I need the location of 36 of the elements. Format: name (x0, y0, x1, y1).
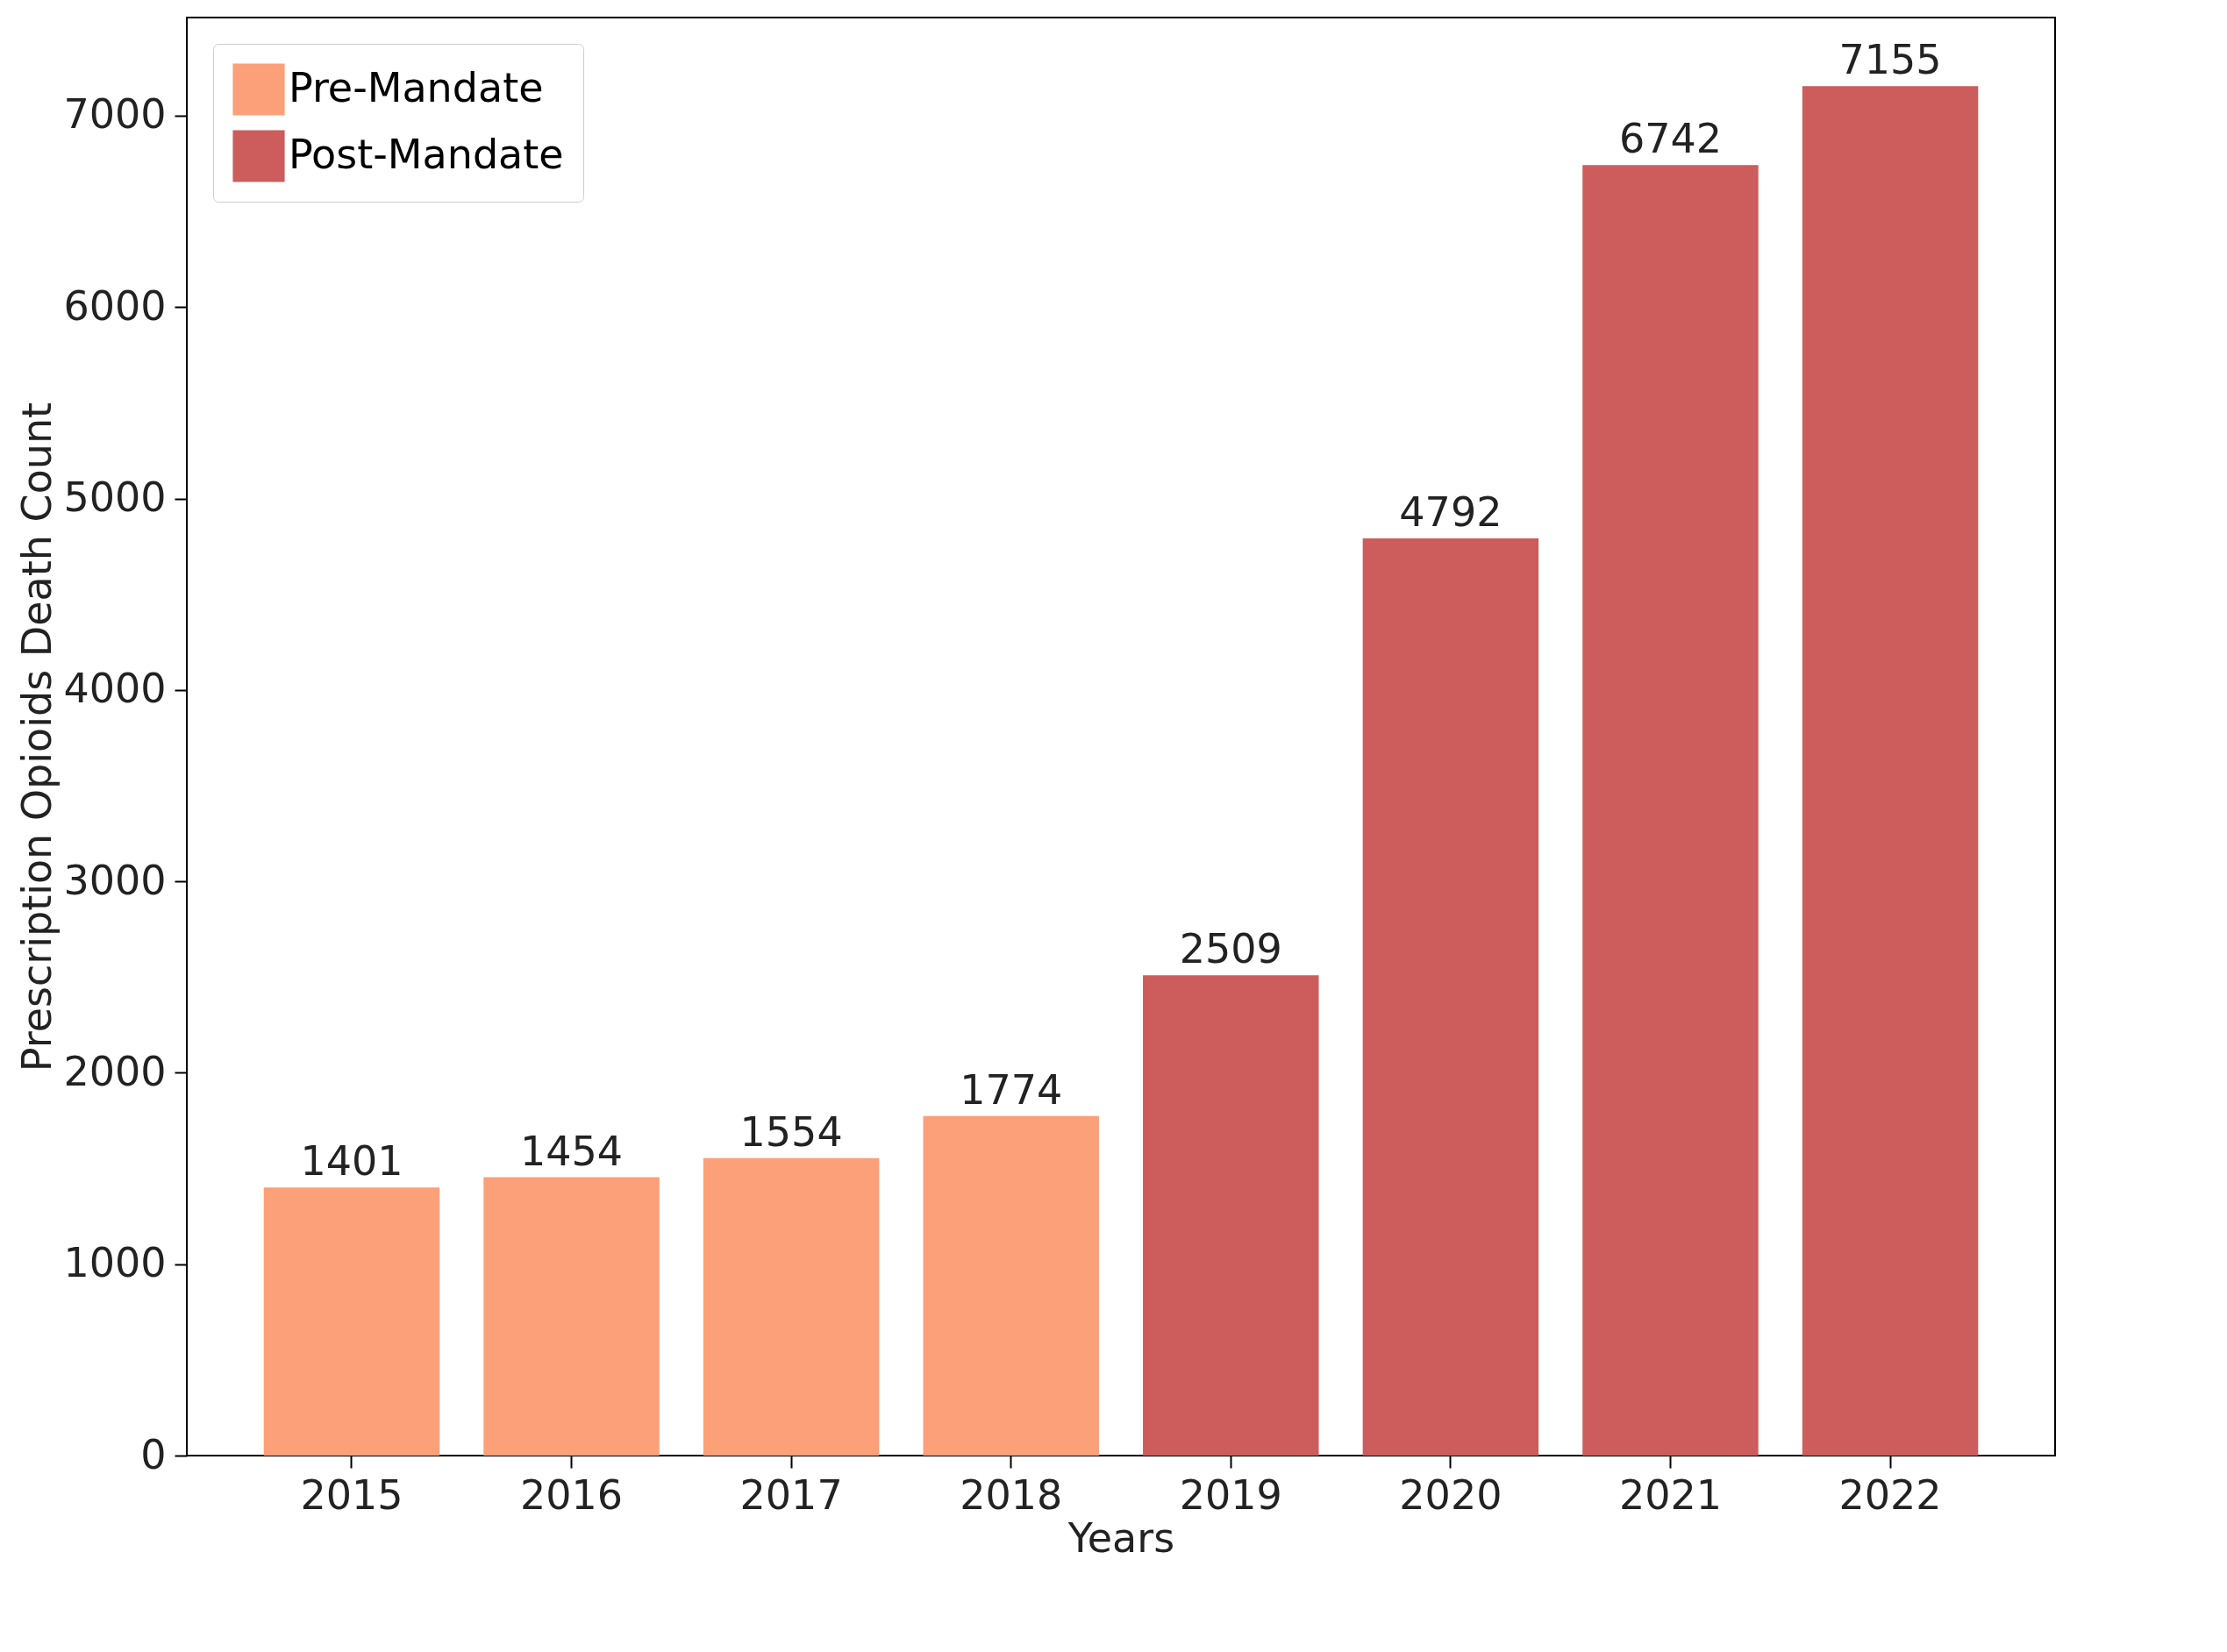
x-tick-label: 2017 (739, 1470, 843, 1519)
bar (923, 1115, 1099, 1456)
y-tick-label: 4000 (63, 665, 167, 713)
legend-label: Pre-Mandate (289, 64, 544, 111)
y-tick-label: 2000 (63, 1047, 167, 1095)
bar (1362, 538, 1539, 1456)
bar (1802, 86, 1979, 1456)
x-tick-label: 2018 (960, 1470, 1063, 1519)
bar (1582, 165, 1759, 1456)
x-tick-label: 2016 (519, 1470, 624, 1519)
bar (703, 1157, 880, 1456)
y-axis-title: Prescription Opioids Death Count (13, 402, 61, 1072)
data-label: 4792 (1399, 488, 1503, 536)
data-label: 7155 (1838, 36, 1942, 84)
y-tick-label: 7000 (63, 90, 167, 139)
y-tick-label: 5000 (63, 474, 167, 522)
x-tick-label: 2015 (300, 1470, 403, 1519)
x-tick-label: 2022 (1838, 1470, 1942, 1519)
y-tick-label: 1000 (63, 1239, 167, 1287)
data-label: 1401 (300, 1137, 403, 1186)
bar (1143, 975, 1319, 1456)
data-label: 6742 (1618, 115, 1723, 163)
data-label: 1454 (519, 1127, 624, 1175)
data-label: 2509 (1179, 925, 1282, 973)
x-axis-title: Years (1067, 1513, 1175, 1562)
y-tick-label: 3000 (63, 856, 167, 904)
bar (263, 1187, 440, 1456)
bar (483, 1177, 660, 1456)
data-label: 1554 (739, 1107, 843, 1156)
x-tick-label: 2019 (1179, 1470, 1282, 1519)
x-tick-label: 2021 (1618, 1470, 1723, 1519)
legend-label: Post-Mandate (289, 131, 564, 178)
y-tick-label: 6000 (63, 281, 167, 330)
data-label: 1774 (960, 1065, 1063, 1114)
y-tick-label: 0 (140, 1430, 167, 1478)
x-tick-label: 2020 (1399, 1470, 1503, 1519)
